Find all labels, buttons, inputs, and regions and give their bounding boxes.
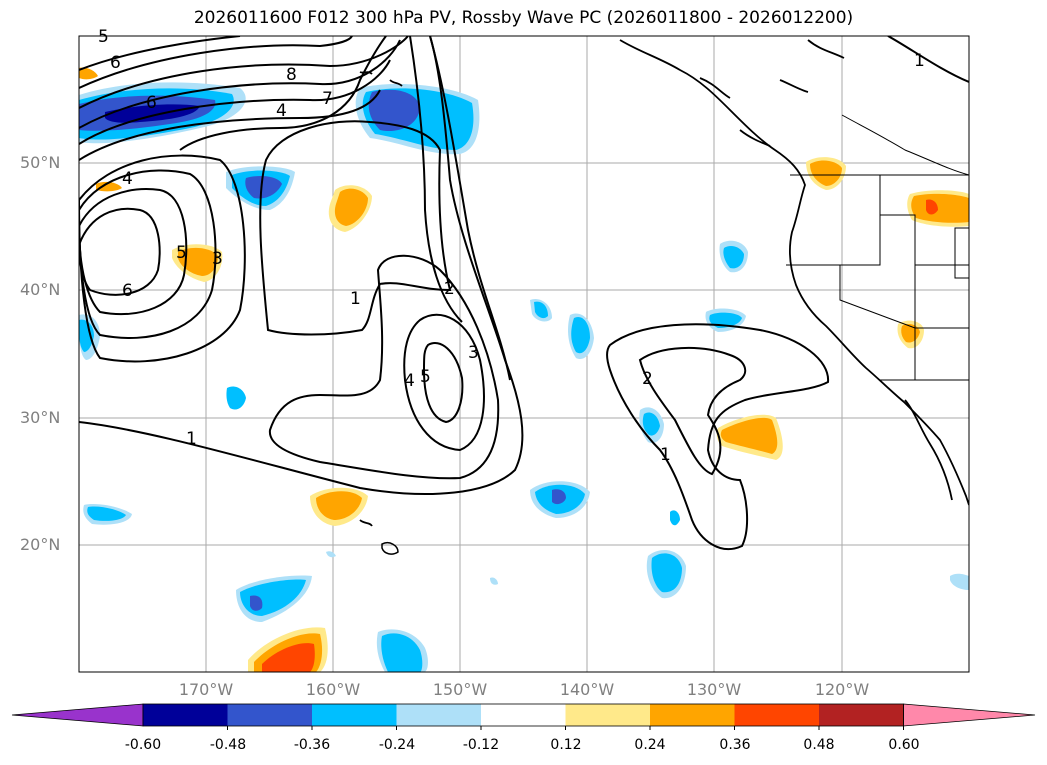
colorbar-segment xyxy=(734,704,820,726)
contour-label: 6 xyxy=(146,93,157,113)
plot-frame xyxy=(78,35,970,673)
lat-label-20n: 20°N xyxy=(20,535,61,554)
gridlines xyxy=(79,36,969,672)
contour-label: 1 xyxy=(914,51,925,71)
colorbar-tick: -0.60 xyxy=(124,737,162,753)
state-borders xyxy=(786,114,969,381)
colorbar-tick: -0.48 xyxy=(209,737,247,753)
lon-label-150w: 150°W xyxy=(432,680,488,699)
colorbar-tick: 0.12 xyxy=(550,737,582,753)
lon-label-130w: 130°W xyxy=(686,680,742,699)
contour-label: 2 xyxy=(444,279,455,299)
contour-label: 6 xyxy=(110,53,121,73)
colorbar-tick: 0.24 xyxy=(634,737,666,753)
pv-contours xyxy=(79,36,969,551)
contour-label: 3 xyxy=(468,343,479,363)
contour-label: 5 xyxy=(176,243,187,263)
contour-label: 5 xyxy=(420,367,431,387)
contour-label: 4 xyxy=(404,371,415,391)
contour-label: 3 xyxy=(212,249,223,269)
colorbar-segment xyxy=(227,704,313,726)
lat-label-30n: 30°N xyxy=(20,408,61,427)
colorbar-segment xyxy=(143,704,228,726)
contour-label: 4 xyxy=(276,101,287,121)
lon-label-140w: 140°W xyxy=(559,680,615,699)
contour-label: 6 xyxy=(122,281,133,301)
contour-label: 5 xyxy=(98,27,109,47)
colorbar-segment xyxy=(819,704,904,726)
colorbar-tick: -0.24 xyxy=(378,737,416,753)
map-title: 2026011600 F012 300 hPa PV, Rossby Wave … xyxy=(193,8,854,28)
lon-label-160w: 160°W xyxy=(305,680,361,699)
colorbar-segments xyxy=(11,703,1036,730)
colorbar-frame xyxy=(142,703,904,727)
colorbar-segment xyxy=(396,704,482,726)
contour-label: 4 xyxy=(122,169,133,189)
colorbar-segment xyxy=(481,704,566,726)
colorbar-segment xyxy=(650,704,735,726)
colorbar-tick: 0.48 xyxy=(803,737,835,753)
contour-label: 1 xyxy=(350,289,361,309)
lon-label-120w: 120°W xyxy=(814,680,870,699)
colorbar-segment xyxy=(312,704,397,726)
contour-label: 1 xyxy=(660,445,671,465)
colorbar-tick: -0.36 xyxy=(293,737,331,753)
lon-label-170w: 170°W xyxy=(178,680,234,699)
contour-labels: 6 6 8 7 4 4 6 5 3 1 2 3 5 4 1 2 1 1 5 xyxy=(98,27,925,465)
lat-label-40n: 40°N xyxy=(20,280,61,299)
colorbar-segment xyxy=(565,704,651,726)
colorbar-tick: -0.12 xyxy=(462,737,500,753)
plot-area xyxy=(79,36,969,672)
contour-label: 7 xyxy=(322,89,333,109)
colorbar-extend-high xyxy=(903,703,1036,727)
lat-label-50n: 50°N xyxy=(20,153,61,172)
colorbar-tick: 0.60 xyxy=(888,737,920,753)
map-panel[interactable]: 6 6 8 7 4 4 6 5 3 1 2 3 5 4 1 2 1 1 5 xyxy=(0,0,1047,700)
coastlines-and-borders xyxy=(359,39,969,555)
contour-label: 2 xyxy=(642,369,653,389)
contour-label: 8 xyxy=(286,65,297,85)
colorbar-tick: 0.36 xyxy=(719,737,751,753)
contour-label: 1 xyxy=(186,429,197,449)
colorbar-extend-low xyxy=(11,703,144,727)
colorbar xyxy=(11,703,1036,730)
